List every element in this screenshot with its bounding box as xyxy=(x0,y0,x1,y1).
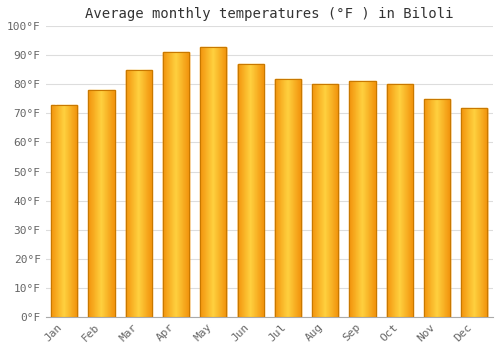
Bar xyxy=(88,90,115,317)
Bar xyxy=(163,52,189,317)
Bar xyxy=(350,82,376,317)
Bar xyxy=(312,84,338,317)
Bar xyxy=(200,47,226,317)
Bar xyxy=(126,70,152,317)
Title: Average monthly temperatures (°F ) in Biloli: Average monthly temperatures (°F ) in Bi… xyxy=(85,7,454,21)
Bar xyxy=(275,78,301,317)
Bar xyxy=(462,108,487,317)
Bar xyxy=(387,84,413,317)
Bar xyxy=(51,105,78,317)
Bar xyxy=(238,64,264,317)
Bar xyxy=(424,99,450,317)
